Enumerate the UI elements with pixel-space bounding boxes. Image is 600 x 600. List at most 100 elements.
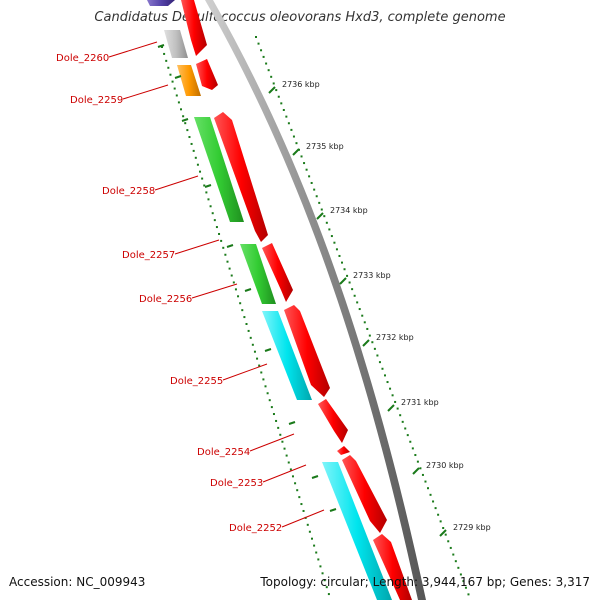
accession-text: Accession: NC_009943 xyxy=(9,575,146,589)
minor-tick xyxy=(270,406,273,409)
kbp-label: 2732 kbp xyxy=(376,333,414,342)
minor-tick xyxy=(368,334,371,337)
gene-block-purple xyxy=(147,0,175,6)
minor-tick xyxy=(444,533,447,536)
minor-tick xyxy=(267,69,270,72)
minor-tick xyxy=(303,162,306,165)
gene-label: Dole_2257 xyxy=(122,250,175,261)
minor-tick xyxy=(449,546,452,549)
minor-tick xyxy=(295,142,298,145)
minor-tick xyxy=(175,94,178,97)
minor-tick xyxy=(213,219,216,222)
minor-tick xyxy=(258,364,261,367)
kbp-label: 2736 kbp xyxy=(282,80,320,89)
gene-block-green xyxy=(240,244,276,304)
kbp-label: 2733 kbp xyxy=(353,271,391,280)
minor-tick xyxy=(287,122,290,125)
minor-tick xyxy=(260,371,263,374)
gene-arrow xyxy=(214,112,268,242)
genome-backbone xyxy=(205,0,426,600)
inner-major-tick xyxy=(329,508,337,512)
minor-tick xyxy=(192,149,195,152)
minor-tick xyxy=(272,82,275,85)
minor-tick xyxy=(279,433,282,436)
gene-label: Dole_2255 xyxy=(170,376,223,387)
minor-tick xyxy=(194,156,197,159)
minor-tick xyxy=(169,73,172,76)
minor-tick xyxy=(237,295,240,298)
gene-arrow xyxy=(284,305,330,397)
minor-tick xyxy=(173,87,176,90)
forward-strand-genes xyxy=(181,0,412,600)
minor-tick xyxy=(305,168,308,171)
gene-arrow xyxy=(373,534,412,600)
minor-tick xyxy=(277,426,280,429)
minor-tick xyxy=(201,177,204,180)
minor-tick xyxy=(363,321,366,324)
minor-tick xyxy=(190,142,193,145)
inner-major-tick xyxy=(181,118,189,122)
minor-tick xyxy=(196,163,199,166)
minor-tick xyxy=(416,460,419,463)
minor-tick xyxy=(234,288,237,291)
inner-major-tick xyxy=(204,184,212,188)
major-tick xyxy=(439,529,447,537)
minor-tick xyxy=(287,461,290,464)
minor-tick xyxy=(411,447,414,450)
minor-tick xyxy=(414,454,417,457)
minor-tick xyxy=(330,235,333,238)
gene-label-leader xyxy=(262,464,307,483)
minor-tick xyxy=(356,301,359,304)
minor-tick xyxy=(298,496,301,499)
minor-tick xyxy=(275,419,278,422)
minor-tick xyxy=(280,102,283,105)
minor-tick xyxy=(300,503,303,506)
minor-tick xyxy=(421,473,424,476)
minor-tick xyxy=(351,288,354,291)
minor-tick xyxy=(282,108,285,111)
minor-tick xyxy=(249,336,252,339)
gene-arrow xyxy=(318,399,348,443)
minor-tick xyxy=(318,201,321,204)
minor-tick xyxy=(220,239,223,242)
minor-tick xyxy=(294,482,297,485)
minor-tick xyxy=(341,261,343,264)
minor-tick xyxy=(315,195,318,198)
gene-label-leader xyxy=(191,283,238,299)
gene-label: Dole_2253 xyxy=(210,478,263,489)
minor-tick xyxy=(319,565,322,568)
minor-tick xyxy=(228,267,231,270)
minor-tick xyxy=(182,115,185,118)
minor-tick xyxy=(348,281,351,284)
minor-tick xyxy=(222,246,225,249)
minor-tick xyxy=(391,394,394,397)
minor-tick xyxy=(215,226,218,229)
inner-major-tick xyxy=(157,44,165,48)
minor-tick xyxy=(384,374,386,377)
major-tick xyxy=(387,404,395,412)
kbp-label: 2730 kbp xyxy=(426,461,464,470)
minor-tick xyxy=(317,558,320,561)
minor-tick xyxy=(396,407,399,410)
major-tick xyxy=(412,467,420,475)
gene-label-leader xyxy=(249,433,295,452)
minor-tick xyxy=(232,281,235,284)
minor-tick xyxy=(283,447,286,450)
minor-tick xyxy=(427,487,429,490)
minor-tick xyxy=(207,198,210,201)
minor-tick xyxy=(409,440,412,443)
gene-label: Dole_2259 xyxy=(70,95,123,106)
minor-tick xyxy=(277,95,280,98)
major-tick xyxy=(362,339,370,347)
minor-tick xyxy=(373,347,376,350)
minor-tick xyxy=(308,175,311,178)
minor-tick xyxy=(256,357,259,360)
minor-tick xyxy=(432,500,435,503)
minor-tick xyxy=(300,155,303,158)
minor-tick xyxy=(386,381,389,384)
gene-label-leader xyxy=(222,363,268,381)
minor-tick xyxy=(264,385,267,388)
minor-tick xyxy=(439,520,442,523)
gene-label-leader xyxy=(122,84,169,100)
minor-tick xyxy=(462,580,465,583)
